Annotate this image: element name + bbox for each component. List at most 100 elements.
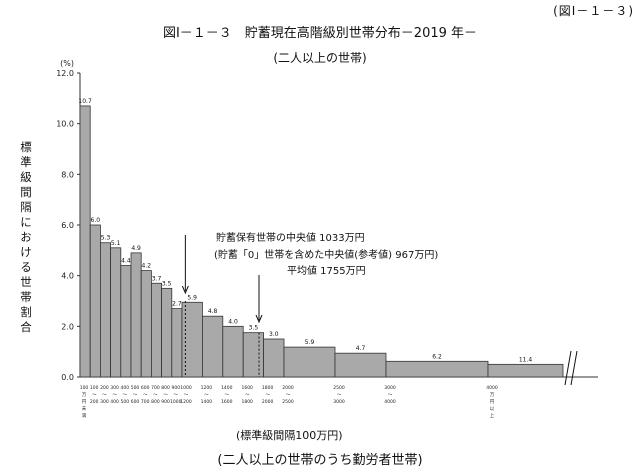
axis-break-mark	[564, 350, 572, 386]
bar	[150, 282, 162, 378]
x-tick-label: 400	[121, 385, 130, 391]
bottom-caption: (二人以上の世帯のうち勤労者世帯)	[217, 453, 423, 468]
plot-area: (%) 0.0 2.0 4.0 6.0 8.0 10.0 12.0 10.7 6.0 5.35.1 4…	[56, 59, 598, 419]
x-tick-label: ～	[184, 393, 189, 398]
x-tick-label: 2000	[262, 399, 274, 405]
x-tick-label: 800	[151, 399, 160, 405]
x-tick-label: 300	[100, 399, 109, 405]
y-tick-label: 12.0	[56, 69, 74, 78]
bar-value-label: 6.0	[91, 217, 101, 224]
x-tick-label: 400	[110, 399, 119, 405]
x-tick-label: 円	[82, 399, 87, 405]
x-tick-label: 1800	[241, 399, 253, 405]
bar	[385, 360, 489, 378]
bar	[161, 287, 173, 378]
x-axis-label: (標準級間隔100万円)	[236, 429, 343, 442]
x-tick-label: 200	[90, 399, 99, 405]
mean-annotation: 平均値 1755万円	[287, 264, 366, 277]
bar-value-label: 6.2	[432, 353, 442, 360]
x-tick-label: 2500	[282, 399, 294, 405]
bar-value-label: 4.2	[142, 263, 152, 270]
bar-value-label: 3.5	[162, 280, 172, 287]
mean-arrow-head	[255, 314, 263, 324]
x-tick-label: 500	[131, 385, 140, 391]
x-tick-label: 1600	[241, 385, 253, 391]
x-tick-label: 2500	[333, 385, 345, 391]
bar-value-label: 5.3	[101, 235, 111, 242]
bar-value-label: 4.0	[228, 318, 238, 325]
x-tick-label: 500	[121, 399, 130, 405]
x-tick-label: 600	[131, 399, 140, 405]
bar-value-label: 5.9	[305, 339, 315, 346]
chart-subtitle: (二人以上の世帯)	[273, 51, 367, 65]
x-tick-label: 300	[110, 385, 119, 391]
x-tick-label: 3000	[384, 385, 396, 391]
bar-value-label: 2.7	[172, 301, 182, 308]
x-tick-label: 1200	[180, 399, 192, 405]
x-tick-label: ～	[153, 393, 158, 398]
bar	[222, 325, 244, 378]
chart-title: 図Ⅰ－１－３ 貯蓄現在高階級別世帯分布－2019 年－	[162, 26, 478, 41]
y-tick-label: 0.0	[61, 373, 74, 382]
bar-value-label: 5.9	[187, 294, 197, 301]
x-tick-label: 1400	[201, 399, 213, 405]
x-tick-label: 100	[90, 385, 99, 391]
x-tick-label: ～	[143, 393, 148, 398]
median-annotation: 貯蓄保有世帯の中央値 1033万円	[216, 231, 365, 244]
x-tick-label: 3000	[333, 399, 345, 405]
x-tick-label: 1000	[180, 385, 192, 391]
bar	[130, 252, 142, 378]
bar	[120, 265, 132, 378]
y-axis-label: 標準級間隔における世帯割合	[20, 140, 32, 334]
y-tick-label: 10.0	[56, 120, 74, 129]
x-tick-label: ～	[337, 393, 342, 398]
x-tick-label: ～	[245, 393, 250, 398]
x-tick-label: 1800	[262, 385, 274, 391]
x-tick-label: 4000	[384, 399, 396, 405]
y-unit-label: (%)	[60, 59, 74, 68]
bar	[140, 270, 152, 378]
x-tick-label: 700	[151, 385, 160, 391]
bar-value-label: 3.0	[269, 331, 279, 338]
bar	[201, 315, 224, 378]
x-tick-label: ～	[388, 393, 393, 398]
x-tick-label: 2000	[282, 385, 294, 391]
x-tick-label: ～	[174, 393, 179, 398]
x-tick-label: ～	[163, 393, 168, 398]
bar	[110, 247, 122, 378]
bar	[100, 242, 112, 378]
bar-value-label: 10.7	[78, 98, 92, 105]
median-zero-annotation: (貯蓄「0」世帯を含めた中央値(参考値) 967万円)	[214, 248, 438, 261]
x-tick-label: 万	[82, 392, 87, 398]
bar	[79, 105, 91, 378]
y-tick-label: 8.0	[61, 170, 74, 179]
x-tick-label: 円	[490, 399, 495, 405]
x-tick-label: 万	[490, 392, 495, 398]
x-tick-label: 800	[161, 385, 170, 391]
x-tick-label: ～	[204, 393, 209, 398]
x-tick-label: 上	[490, 412, 495, 419]
bar	[487, 363, 564, 378]
bar-value-label: 5.1	[111, 240, 121, 247]
x-tick-label: 900	[161, 399, 170, 405]
bar-value-label: 3.5	[249, 325, 259, 332]
bar	[242, 332, 264, 378]
bar-value-label: 4.4	[121, 258, 131, 265]
x-tick-label: ～	[286, 393, 291, 398]
bar-value-label: 3.7	[152, 275, 162, 282]
x-tick-label: 100	[80, 385, 89, 391]
x-tick-label: ～	[133, 393, 138, 398]
x-tick-label: 1200	[201, 385, 213, 391]
x-tick-label: ～	[225, 393, 230, 398]
bar-value-label: 4.9	[131, 245, 141, 252]
x-tick-label: 600	[141, 385, 150, 391]
figure-reference: (図Ⅰ－１－３)	[553, 4, 634, 18]
x-tick-label: 4000	[486, 385, 498, 391]
x-tick-label: 700	[141, 399, 150, 405]
x-tick-label: ～	[102, 393, 107, 398]
bar-value-label: 11.4	[519, 356, 533, 363]
y-tick-label: 6.0	[61, 221, 74, 230]
x-tick-label: 1000	[170, 399, 182, 405]
x-tick-label: ～	[123, 393, 128, 398]
